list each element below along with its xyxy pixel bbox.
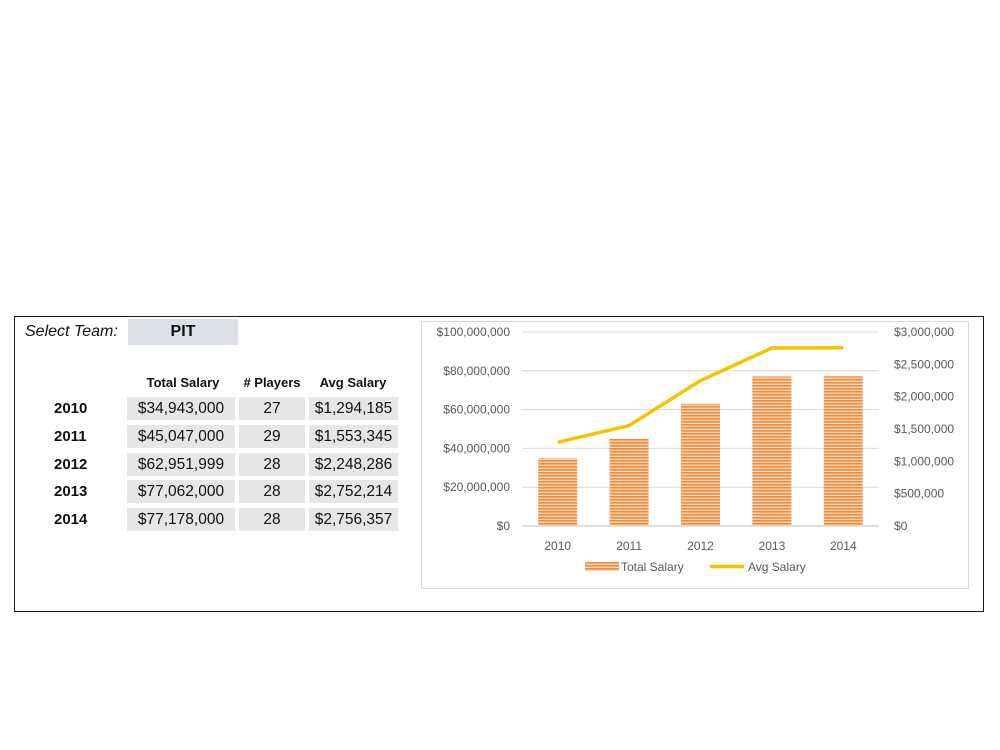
total-salary-cell: $77,178,000 [127, 508, 235, 531]
y-left-tick-label: $80,000,000 [443, 364, 510, 378]
x-tick-label: 2012 [687, 539, 714, 553]
y-right-tick-label: $1,500,000 [894, 422, 954, 436]
header-avg-salary: Avg Salary [319, 375, 387, 390]
avg-salary-cell: $2,248,286 [309, 453, 398, 476]
year-cell: 2011 [54, 428, 87, 445]
y-right-tick-label: $1,000,000 [894, 454, 954, 468]
players-cell: 29 [239, 425, 305, 448]
y-right-tick-label: $2,000,000 [894, 390, 954, 404]
legend-swatch-total-salary [585, 562, 619, 571]
bar-total-salary [609, 438, 649, 526]
x-tick-label: 2013 [759, 539, 786, 553]
bar-total-salary [823, 376, 863, 526]
x-tick-label: 2011 [616, 539, 642, 553]
players-cell: 28 [239, 508, 305, 531]
team-select[interactable]: PIT [128, 319, 238, 345]
year-cell: 2012 [54, 456, 88, 473]
y-left-tick-label: $0 [497, 519, 511, 533]
legend-label-avg-salary: Avg Salary [748, 560, 806, 574]
y-right-tick-label: $0 [894, 519, 908, 533]
y-right-tick-label: $3,000,000 [894, 325, 954, 339]
y-left-tick-label: $60,000,000 [443, 403, 510, 417]
avg-salary-cell: $1,294,185 [309, 397, 398, 420]
header-total-salary: Total Salary [146, 375, 220, 390]
avg-salary-cell: $1,553,345 [309, 425, 398, 448]
players-cell: 28 [239, 453, 305, 476]
avg-salary-cell: $2,756,357 [309, 508, 398, 531]
bar-total-salary [681, 403, 720, 526]
x-tick-label: 2014 [830, 539, 857, 553]
players-cell: 27 [239, 397, 305, 420]
header-players: # Players [243, 375, 301, 390]
total-salary-cell: $62,951,999 [127, 453, 235, 476]
salary-panel: Select Team: PIT Total Salary # Players … [14, 316, 984, 612]
total-salary-cell: $34,943,000 [127, 397, 235, 420]
total-salary-cell: $45,047,000 [127, 425, 235, 448]
year-cell: 2013 [54, 483, 88, 500]
year-cell: 2014 [54, 511, 88, 528]
line-avg-salary [557, 346, 844, 445]
y-left-tick-label: $100,000,000 [437, 325, 511, 339]
chart-frame: $0 $20,000,000 $40,000,000 $60,000,000 $80,0… [421, 321, 969, 589]
x-tick-label: 2010 [544, 539, 571, 553]
bar-total-salary [538, 458, 578, 526]
select-team-label: Select Team: [25, 323, 118, 340]
players-cell: 28 [239, 480, 305, 503]
salary-chart: $0 $20,000,000 $40,000,000 $60,000,000 $80,0… [437, 325, 955, 574]
y-left-tick-label: $20,000,000 [443, 480, 510, 494]
year-cell: 2010 [54, 400, 88, 417]
y-right-tick-label: $2,500,000 [894, 357, 954, 371]
y-right-tick-label: $500,000 [894, 487, 944, 501]
bar-total-salary [752, 376, 792, 526]
legend-label-total-salary: Total Salary [621, 560, 684, 574]
total-salary-cell: $77,062,000 [127, 480, 235, 503]
avg-salary-cell: $2,752,214 [309, 480, 398, 503]
y-left-tick-label: $40,000,000 [443, 441, 510, 455]
